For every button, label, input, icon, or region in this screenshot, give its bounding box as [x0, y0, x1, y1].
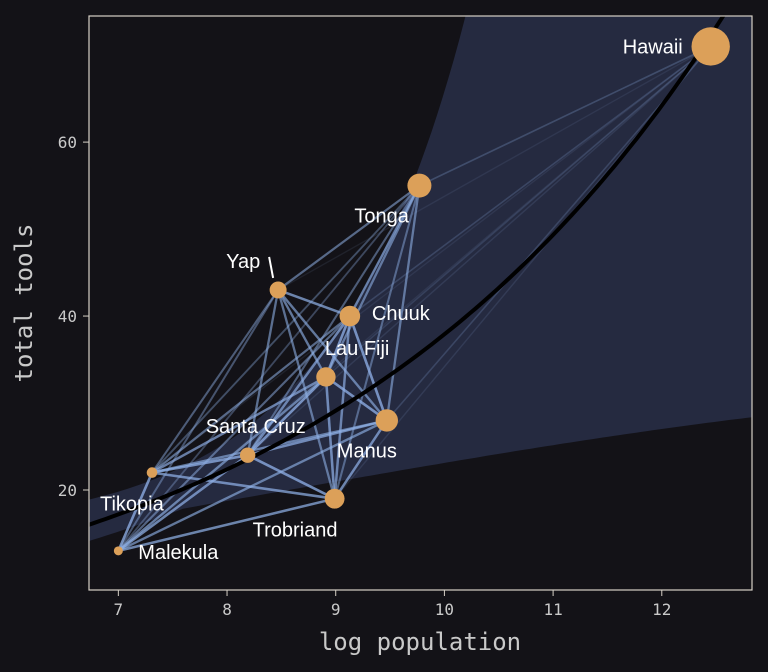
- network-edge: [117, 419, 388, 552]
- network-edge: [276, 289, 336, 499]
- network-edges-layer: [117, 45, 712, 553]
- network-edge: [151, 471, 335, 500]
- point-labels-layer: Malekula Tikopia Santa Cruz Yap Lau Fiji Trob…: [100, 36, 683, 564]
- axes-layer: 7 8 9 10 11 12 20 40 60: [58, 133, 672, 619]
- network-edge: [117, 45, 712, 552]
- network-edge: [118, 497, 335, 553]
- network-edge: [277, 289, 327, 378]
- point-lau-fiji: [316, 367, 336, 387]
- network-edge: [277, 288, 351, 318]
- y-tick-label: 60: [58, 133, 77, 152]
- network-edge: [117, 472, 154, 552]
- network-edge: [117, 289, 279, 552]
- network-edge: [246, 315, 351, 456]
- yap-leader-line: [268, 256, 275, 279]
- point-yap: [269, 281, 287, 299]
- label-tikopia: Tikopia: [100, 494, 165, 516]
- fit-curve-layer: [89, 16, 726, 527]
- x-axis-title: log population: [319, 628, 521, 656]
- network-edge: [324, 185, 421, 378]
- x-tick-label: 10: [435, 600, 454, 619]
- point-hawaii: [691, 27, 730, 66]
- network-edge: [247, 454, 336, 500]
- point-santa-cruz: [239, 447, 256, 463]
- network-edge: [385, 185, 421, 421]
- network-edge: [247, 45, 712, 456]
- point-tikopia: [146, 467, 158, 478]
- network-edge: [117, 185, 421, 552]
- y-tick-label: 20: [58, 481, 77, 500]
- network-edge: [151, 289, 279, 474]
- network-edge: [348, 315, 389, 421]
- network-edge: [333, 419, 388, 500]
- network-edge: [349, 45, 712, 317]
- point-trobriand: [324, 488, 345, 509]
- network-edge: [151, 184, 421, 474]
- network-edge: [386, 45, 712, 421]
- network-edge: [277, 45, 712, 291]
- network-edge: [151, 375, 327, 474]
- network-edge: [277, 289, 388, 422]
- label-chuuk: Chuuk: [372, 303, 431, 325]
- confidence-band-layer: [89, 16, 752, 541]
- label-manus: Manus: [337, 440, 397, 462]
- label-lau-fiji: Lau Fiji: [325, 338, 389, 360]
- point-manus: [375, 409, 399, 432]
- point-malekula: [113, 546, 123, 556]
- label-santa-cruz: Santa Cruz: [206, 416, 306, 438]
- confidence-band: [89, 16, 752, 541]
- x-tick-label: 7: [114, 600, 124, 619]
- label-tonga: Tonga: [354, 206, 409, 228]
- network-edge: [117, 315, 351, 552]
- label-hawaii: Hawaii: [623, 36, 683, 58]
- network-edge: [333, 185, 421, 499]
- y-tick-label: 40: [58, 307, 77, 326]
- label-malekula: Malekula: [138, 542, 219, 564]
- network-edge: [324, 376, 336, 499]
- network-edge: [246, 289, 280, 456]
- plot-frame: [88, 15, 753, 591]
- network-edge: [117, 376, 327, 552]
- points-layer: [113, 27, 730, 556]
- network-edge: [246, 185, 421, 456]
- network-edge: [348, 185, 421, 317]
- network-edge: [246, 375, 327, 457]
- label-yap: Yap: [226, 251, 260, 273]
- x-tick-label: 8: [222, 600, 232, 619]
- point-chuuk: [339, 305, 361, 327]
- point-tonga: [407, 173, 432, 198]
- network-edge: [277, 184, 421, 291]
- x-tick-label: 9: [331, 600, 341, 619]
- label-trobriand: Trobriand: [253, 520, 338, 542]
- x-tick-label: 12: [652, 600, 671, 619]
- x-tick-label: 11: [543, 600, 562, 619]
- network-edge: [419, 45, 712, 187]
- fit-curve: [89, 16, 726, 527]
- y-axis-title: total tools: [10, 224, 38, 383]
- network-edge: [151, 315, 351, 474]
- network-edge: [151, 45, 712, 474]
- network-edge: [325, 45, 712, 378]
